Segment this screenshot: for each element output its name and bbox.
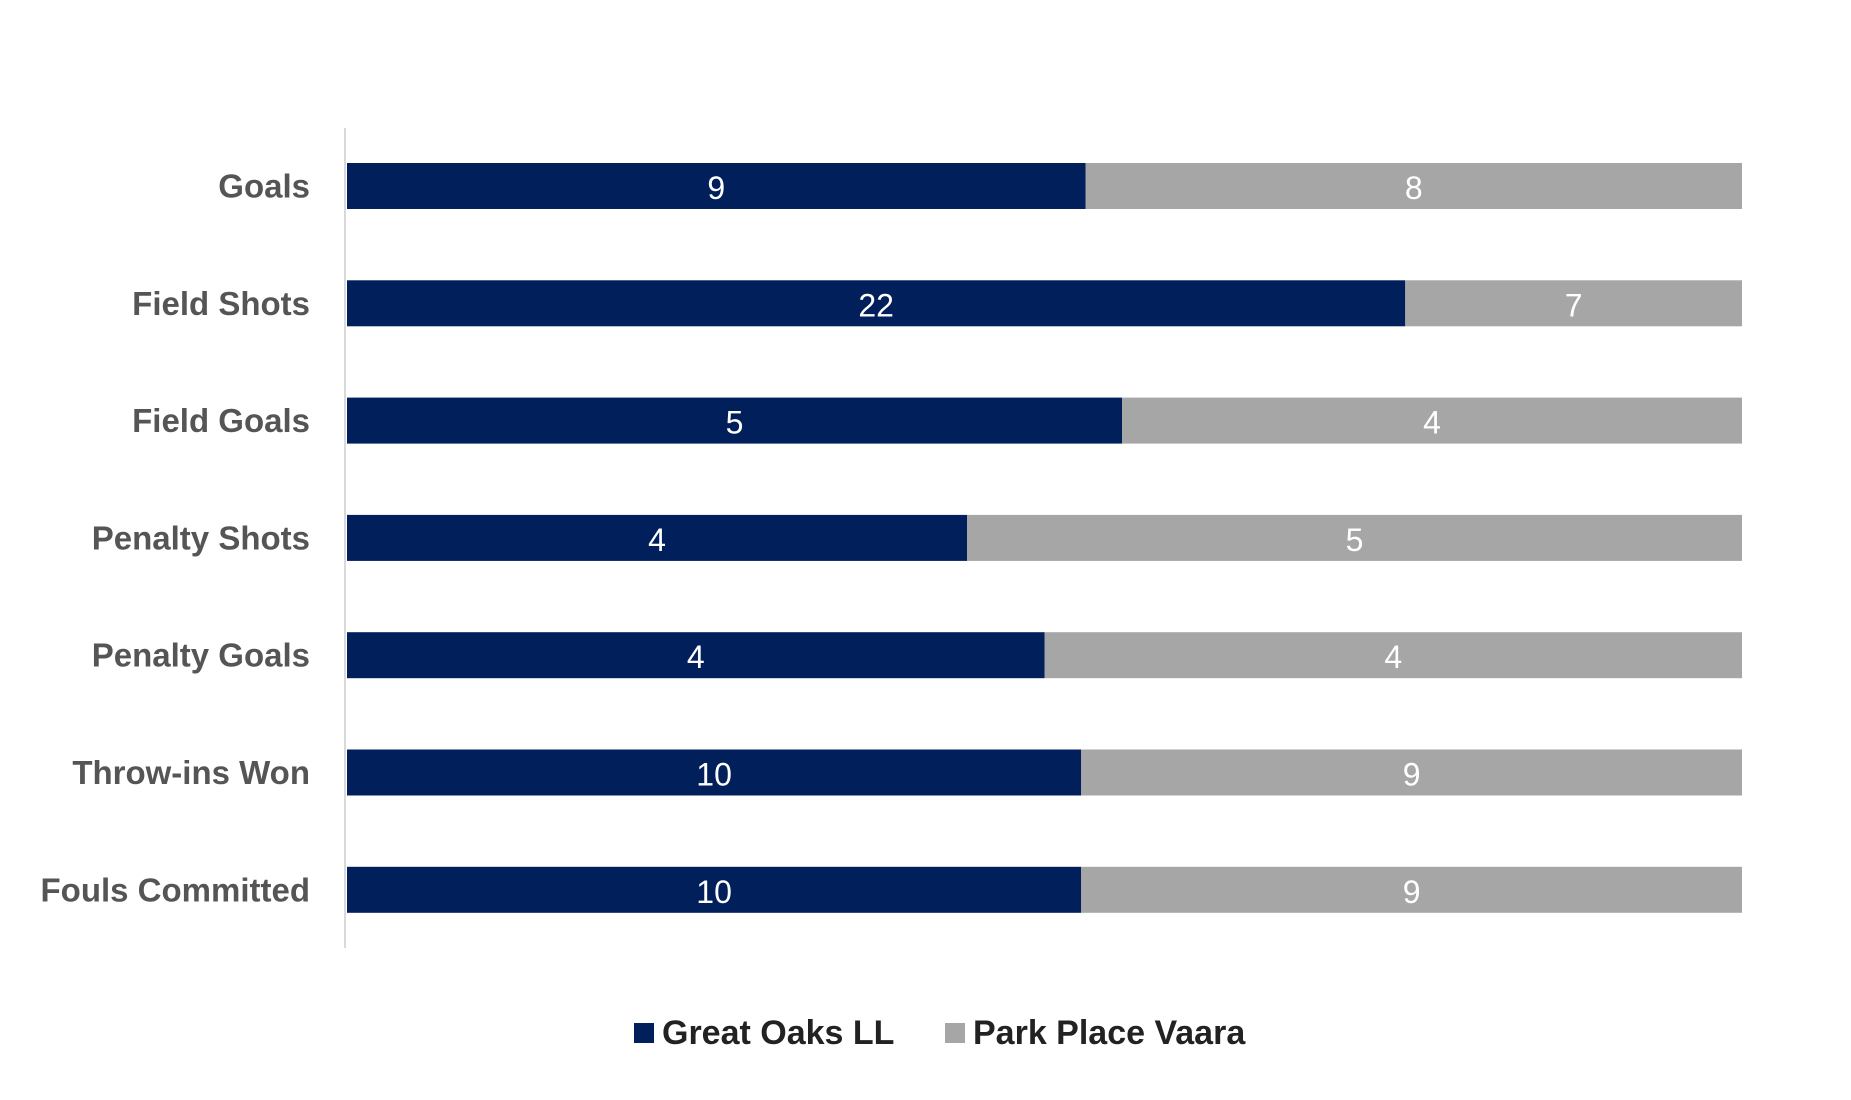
legend-swatch [634, 1023, 654, 1043]
bar-segment-great-oaks [347, 749, 1082, 796]
bar-segment-park-place [1122, 397, 1742, 444]
category-label: Penalty Shots [92, 519, 310, 556]
legend-label: Great Oaks LL [662, 1014, 894, 1052]
legend-item-park-place: Park Place Vaara [945, 1014, 1246, 1052]
category-label: Fouls Committed [41, 871, 311, 908]
bar-segment-great-oaks [347, 514, 967, 561]
bar-segment-park-place [1405, 280, 1742, 327]
category-label: Goals [218, 168, 310, 205]
data-label: 9 [1403, 874, 1421, 910]
data-label: 5 [726, 405, 744, 441]
data-label: 4 [648, 522, 666, 558]
data-label: 10 [696, 757, 732, 793]
data-label: 7 [1565, 287, 1583, 323]
bar-segment-great-oaks [347, 280, 1406, 327]
legend-label: Park Place Vaara [973, 1014, 1246, 1052]
legend: Great Oaks LL Park Place Vaara [634, 1014, 1246, 1052]
legend-item-great-oaks: Great Oaks LL [634, 1014, 894, 1052]
bar-segment-great-oaks [347, 866, 1082, 913]
bar-segment-park-place [1044, 632, 1742, 679]
bar-segment-great-oaks [347, 397, 1122, 444]
data-label: 9 [1403, 757, 1421, 793]
bar-segment-great-oaks [347, 632, 1045, 679]
data-label: 8 [1405, 170, 1423, 206]
data-label: 5 [1346, 522, 1364, 558]
legend-swatch [945, 1023, 965, 1043]
data-label: 4 [687, 639, 705, 675]
bar-segment-park-place [1081, 749, 1742, 796]
bar-segment-park-place [1085, 163, 1742, 209]
data-label: 4 [1384, 639, 1402, 675]
category-label: Penalty Goals [92, 637, 310, 674]
data-label: 22 [858, 287, 894, 323]
bars-group: Goals 9 8 Field Shots 22 7 Field Goals 5 4 Penalt… [41, 163, 1742, 913]
data-label: 4 [1423, 405, 1441, 441]
category-label: Field Shots [132, 285, 310, 322]
bar-segment-park-place [967, 514, 1742, 561]
data-label: 9 [707, 170, 725, 206]
data-label: 10 [696, 874, 732, 910]
bar-segment-great-oaks [347, 163, 1086, 209]
bar-segment-park-place [1081, 866, 1742, 913]
category-label: Throw-ins Won [72, 754, 310, 791]
category-label: Field Goals [132, 402, 310, 439]
